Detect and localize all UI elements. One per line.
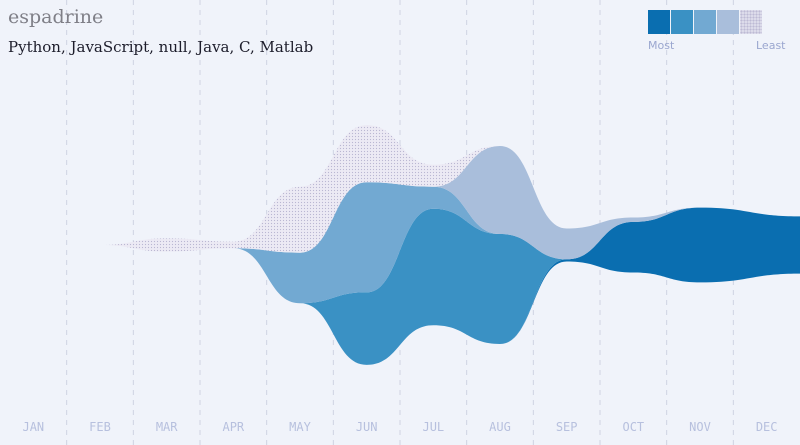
x-tick-label: JUL <box>422 420 444 434</box>
x-tick-label: AUG <box>489 420 511 434</box>
username-title: espadrine <box>8 6 104 28</box>
legend-least-label: Least <box>756 39 786 52</box>
stream-layers <box>0 125 800 365</box>
x-tick-label: JUN <box>356 420 378 434</box>
x-tick-label: MAY <box>289 420 311 434</box>
legend-swatch-5 <box>740 10 762 34</box>
x-axis-ticks: JAN FEB MAR APR MAY JUN JUL AUG SEP OCT NOV DEC <box>22 420 777 434</box>
stream-layer-javascript <box>0 207 800 365</box>
x-tick-label: JAN <box>22 420 44 434</box>
legend-swatch-3 <box>694 10 716 34</box>
x-tick-label: FEB <box>89 420 111 434</box>
x-tick-label: APR <box>222 420 244 434</box>
stream-layer-java <box>0 146 800 260</box>
x-tick-label: MAR <box>156 420 178 434</box>
stream-layer-python <box>0 207 800 365</box>
stream-layer-c <box>0 125 800 253</box>
languages-subtitle: Python, JavaScript, null, Java, C, Matla… <box>8 38 314 56</box>
x-tick-label: DEC <box>756 420 778 434</box>
x-tick-label: OCT <box>622 420 644 434</box>
legend-swatch-4 <box>717 10 739 34</box>
legend-swatch-2 <box>671 10 693 34</box>
stream-layer-null <box>0 182 800 304</box>
x-tick-label: SEP <box>556 420 578 434</box>
legend-most-label: Most <box>648 39 675 52</box>
legend-swatch-1 <box>648 10 670 34</box>
x-tick-label: NOV <box>689 420 711 434</box>
